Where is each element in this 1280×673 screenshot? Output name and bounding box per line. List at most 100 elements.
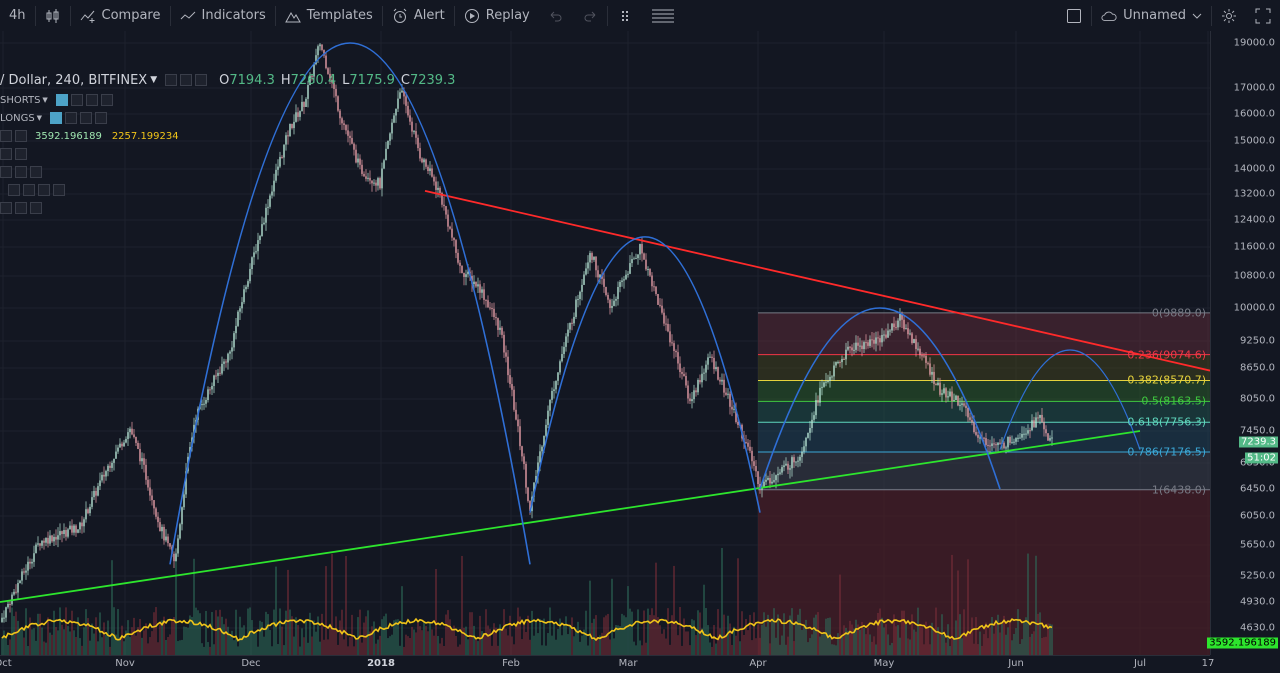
undo-button[interactable] [539,0,573,31]
fullscreen-select-button[interactable] [1057,0,1091,31]
drag-handle[interactable] [608,0,642,31]
close-mini-icon[interactable] [30,166,42,178]
volume-bar [237,646,239,655]
chart-canvas[interactable]: 0(9889.0) 0.236(9074.6) 0.382(8570.7) 0.5(8… [0,31,1210,655]
redo-button[interactable] [573,0,607,31]
candle-body [873,339,875,344]
close-label: C [400,72,410,88]
volume-bar [281,626,283,655]
candle-body [51,535,53,542]
volume-bar [27,646,29,655]
replay-button[interactable]: Replay [455,0,539,31]
volume-bar [89,640,91,655]
eye-icon[interactable] [165,74,178,86]
volume-bar [323,639,325,655]
candle-body [849,346,851,348]
volume-bar [217,616,219,655]
symbol-title[interactable]: / Dollar, 240, BITFINEX [0,72,148,88]
time-tick-label: Apr [749,658,767,669]
settings-mini-icon[interactable] [15,202,27,214]
plus-mini-icon[interactable] [0,148,12,160]
close-mini-icon[interactable] [100,94,113,106]
layout-save-button[interactable]: Unnamed [1092,0,1211,31]
close-mini-icon[interactable] [195,74,208,86]
candle-body [393,115,395,123]
candle-body [317,46,319,56]
candle-body [299,111,301,117]
price-axis[interactable]: 19000.0 17000.0 16000.0 15000.0 14000.0 13200… [1207,31,1280,655]
settings-mini-icon[interactable] [23,184,35,196]
templates-label: Templates [306,8,373,23]
candle-body [935,383,937,386]
settings-mini-icon[interactable] [65,112,78,124]
volume-bar [103,622,105,655]
candle-body [155,508,157,517]
interval-button[interactable]: 4h [0,0,35,31]
volume-bar [953,637,955,655]
volume-bar [311,636,313,655]
candle-body [97,486,99,496]
volume-bar [831,644,833,655]
candle-body [467,271,469,275]
plus-mini-icon[interactable] [0,130,12,142]
plus-mini-icon[interactable] [15,166,27,178]
candle-body [3,617,5,619]
volume-bar [493,623,495,655]
settings-mini-icon[interactable] [0,166,12,178]
candle-body [693,390,695,400]
volume-bar [755,638,757,655]
candle-body [161,526,163,532]
plus-mini-icon[interactable] [8,184,20,196]
close-mini-icon[interactable] [15,130,27,142]
volume-bar [1037,613,1039,655]
plus-mini-icon[interactable] [80,112,93,124]
candle-body [861,345,863,349]
volume-bar [533,635,535,655]
fullscreen-button[interactable] [1246,0,1280,31]
settings-button[interactable] [1212,0,1246,31]
candle-body [177,538,179,554]
volume-bar [289,609,291,655]
alert-button[interactable]: Alert [383,0,454,31]
close-mini-icon[interactable] [95,112,108,124]
volume-bar [219,609,221,655]
volume-bar [913,629,915,655]
volume-bar [825,618,827,655]
close-mini-icon[interactable] [53,184,65,196]
volume-bar [735,635,737,655]
candle-body [391,122,393,134]
settings-mini-icon[interactable] [70,94,83,106]
candle-body [329,73,331,80]
plus-mini-icon[interactable] [85,94,98,106]
chart-style-button[interactable] [36,0,70,31]
chevron-down-icon[interactable]: ▼ [36,114,43,122]
volume-bar [413,629,415,655]
candle-body [753,461,755,467]
volume-bar [867,627,869,655]
chevron-down-icon[interactable]: ▼ [150,75,158,85]
eye-icon[interactable] [50,112,63,124]
candle-body [233,333,235,348]
volume-bar [963,609,965,655]
eye-icon[interactable] [55,94,68,106]
hamburger-menu-button[interactable] [642,0,684,31]
indicators-button[interactable]: Indicators [171,0,275,31]
chevron-down-icon[interactable]: ▼ [42,96,48,104]
chart-svg[interactable] [0,31,1210,655]
candle-body [987,444,989,446]
volume-bar [149,637,151,655]
shorts-label[interactable]: SHORTS [0,94,41,106]
volume-bar [139,618,141,655]
volume-bar [393,620,395,655]
close-mini-icon[interactable] [30,202,42,214]
time-axis[interactable]: Oct Nov Dec 2018 Feb Mar Apr May Jun Jul 17 [0,655,1214,673]
volume-bar [789,615,791,655]
settings-mini-icon[interactable] [180,74,193,86]
plus-mini-icon[interactable] [38,184,50,196]
toolbar-divider [274,5,276,26]
compare-button[interactable]: Compare [71,0,170,31]
plus-mini-icon[interactable] [0,202,12,214]
longs-label[interactable]: LONGS [0,112,35,124]
close-mini-icon[interactable] [15,148,27,160]
templates-button[interactable]: Templates [276,0,382,31]
